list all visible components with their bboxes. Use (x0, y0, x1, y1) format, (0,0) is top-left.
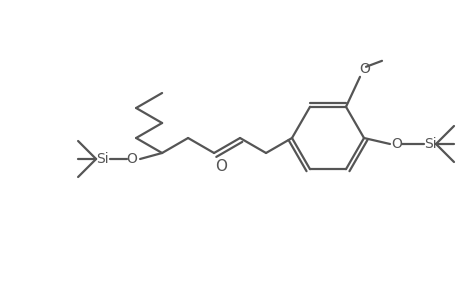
Text: O: O (391, 137, 402, 151)
Text: O: O (359, 62, 369, 76)
Text: O: O (126, 152, 137, 166)
Text: Si: Si (95, 152, 108, 166)
Text: Si: Si (423, 137, 436, 151)
Text: O: O (215, 159, 227, 174)
